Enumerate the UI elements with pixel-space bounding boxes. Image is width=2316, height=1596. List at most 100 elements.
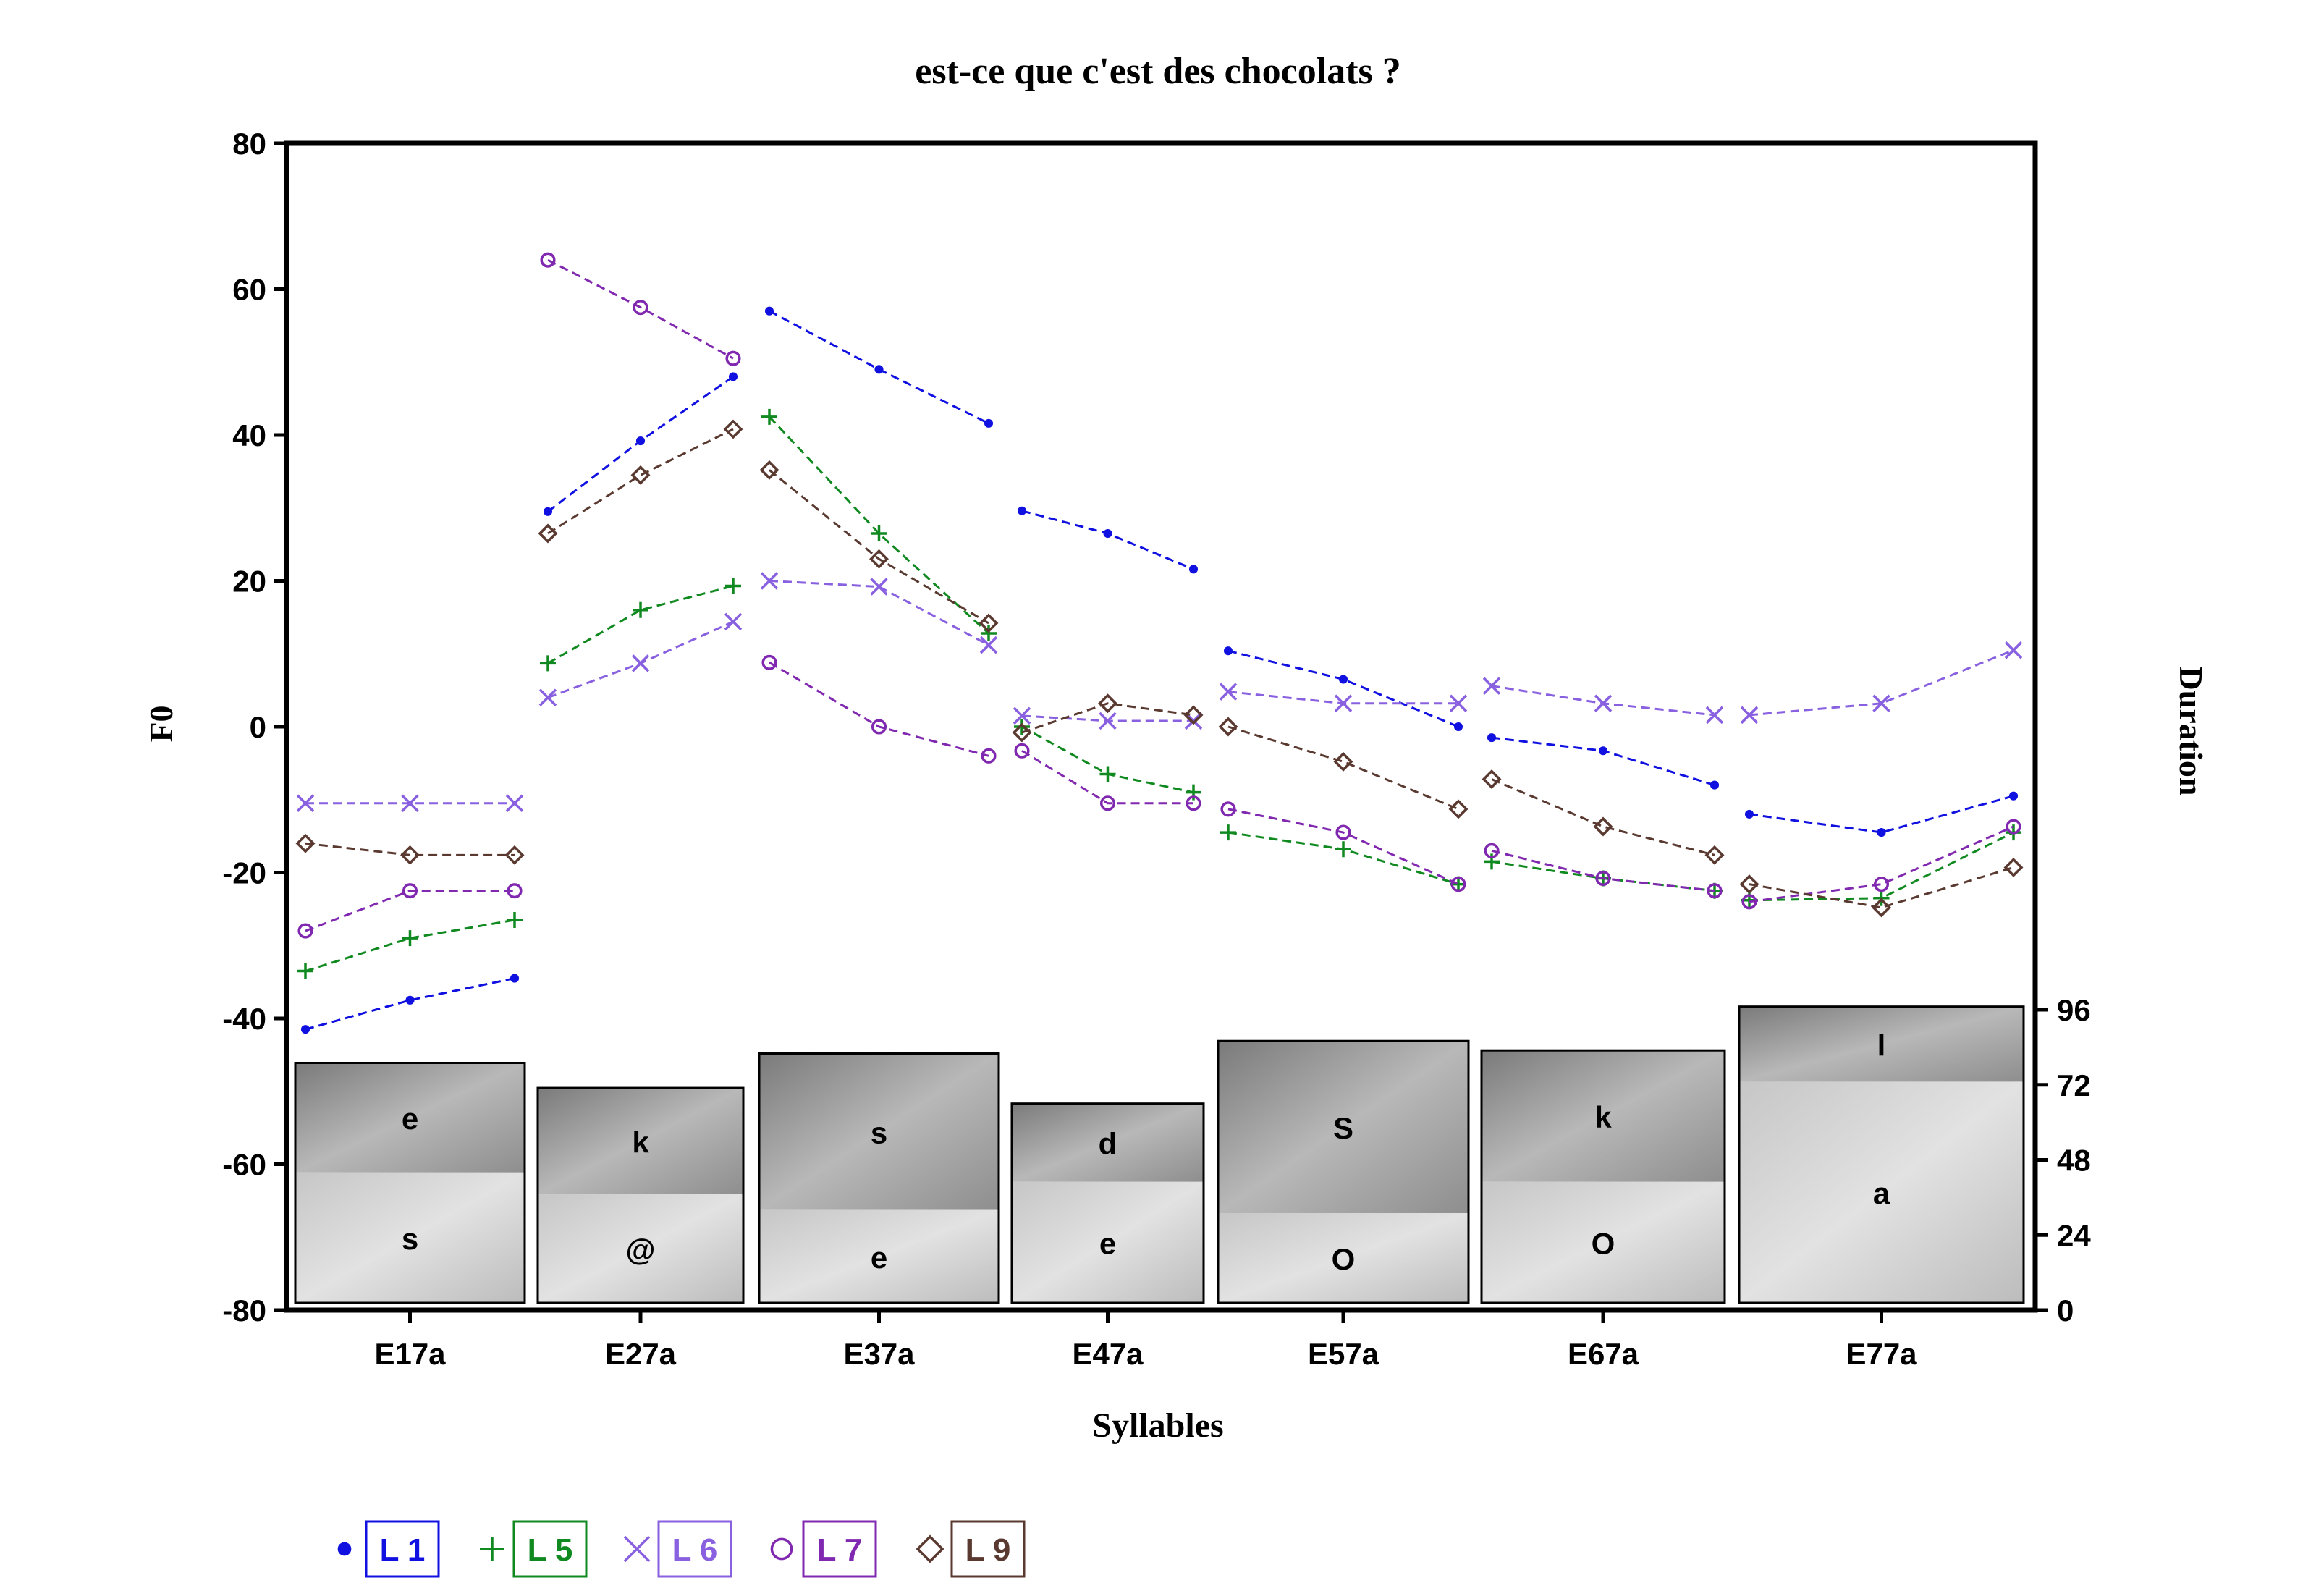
- legend-box: [512, 1520, 588, 1578]
- data-point: [538, 523, 558, 544]
- phone-label: @: [626, 1233, 656, 1267]
- data-point: [1741, 894, 1757, 910]
- data-point: [1098, 693, 1117, 714]
- data-point: [633, 601, 648, 618]
- y2-axis-label: Duration: [2173, 667, 2210, 796]
- bar-segment-bottom: [1218, 1212, 1468, 1303]
- data-point: [1877, 828, 1886, 837]
- series-line: [1491, 778, 1715, 856]
- series-line: [305, 890, 515, 932]
- data-point: [764, 306, 774, 316]
- series-line: [1021, 725, 1194, 794]
- data-point: [297, 923, 313, 939]
- data-point: [538, 688, 557, 706]
- data-point: [1335, 824, 1351, 840]
- phone-label: O: [1332, 1242, 1356, 1276]
- bar-outline: [1217, 1039, 1470, 1304]
- series-line: [305, 919, 515, 972]
- data-point: [1598, 746, 1608, 756]
- y-tick-label: -20: [222, 856, 266, 890]
- x-tick-label: E27a: [605, 1337, 677, 1371]
- data-point: [1705, 706, 1724, 725]
- series-line: [1021, 749, 1193, 805]
- series-line: [769, 662, 989, 757]
- legend-entry: L 9: [916, 1520, 1026, 1578]
- syllable-bar: SO: [1217, 1039, 1470, 1304]
- bar-segment-top: [538, 1088, 743, 1195]
- data-point: [540, 252, 556, 268]
- data-point: [1220, 824, 1236, 841]
- data-point: [480, 1537, 504, 1561]
- legend-box: [950, 1520, 1026, 1578]
- series-line: [1227, 649, 1459, 728]
- data-point: [1744, 809, 1754, 819]
- series-line: [769, 580, 989, 646]
- legend-label: L 1: [380, 1532, 426, 1568]
- data-point: [504, 845, 525, 865]
- syllable-bar: la: [1738, 1005, 2025, 1304]
- bar-segment-bottom: [1012, 1181, 1204, 1303]
- legend: L 1 L 5 L 6 L 7 L 9: [337, 1520, 1026, 1578]
- series-line: [1749, 866, 2014, 909]
- data-point: [979, 613, 999, 633]
- f0-series: [295, 252, 2024, 1034]
- phone-label: O: [1592, 1226, 1615, 1260]
- data-point: [507, 911, 523, 928]
- legend-box: [657, 1520, 732, 1578]
- data-point: [1740, 706, 1759, 725]
- data-point: [631, 654, 650, 672]
- bar-segment-top: [759, 1053, 999, 1210]
- data-point: [1219, 683, 1238, 701]
- data-point: [2006, 819, 2021, 835]
- data-point: [505, 794, 524, 813]
- data-point: [981, 625, 997, 642]
- legend-label: L 9: [965, 1532, 1011, 1568]
- data-point: [723, 419, 743, 439]
- series-line: [547, 258, 734, 360]
- data-point: [761, 654, 777, 670]
- data-point: [1012, 722, 1032, 743]
- data-point: [1099, 766, 1116, 782]
- x-tick-label: E77a: [1846, 1337, 1917, 1371]
- data-point: [295, 833, 316, 853]
- y-tick-label: 40: [232, 418, 266, 452]
- data-point: [1739, 874, 1759, 895]
- series-l9: [295, 419, 2024, 918]
- data-point: [1449, 694, 1468, 712]
- data-point: [1013, 706, 1031, 725]
- data-point: [728, 372, 738, 381]
- data-point: [635, 436, 646, 446]
- data-point: [761, 408, 777, 425]
- x-tick-label: E57a: [1308, 1337, 1379, 1371]
- x-tick-label: E17a: [374, 1337, 446, 1371]
- data-point: [869, 549, 889, 569]
- phone-label: l: [1877, 1029, 1886, 1063]
- data-point: [871, 525, 887, 542]
- bar-segment-bottom: [1739, 1081, 2024, 1303]
- phone-label: s: [402, 1222, 418, 1256]
- data-point: [1487, 733, 1497, 743]
- data-point: [1220, 801, 1236, 817]
- bar-outline: [294, 1061, 526, 1304]
- series-l1: [300, 306, 2019, 1034]
- series-line: [547, 620, 734, 699]
- series-line: [1227, 808, 1459, 885]
- data-point: [1017, 506, 1027, 515]
- data-point: [633, 300, 648, 316]
- phone-label: e: [871, 1241, 887, 1275]
- data-point: [1338, 675, 1348, 684]
- bar-outline: [1010, 1102, 1205, 1304]
- bar-outline: [758, 1052, 1000, 1304]
- x-tick-label: E67a: [1568, 1337, 1639, 1371]
- series-line: [1021, 702, 1194, 734]
- data-point: [1704, 845, 1725, 865]
- data-point: [760, 572, 779, 590]
- phone-label: e: [1099, 1226, 1116, 1260]
- data-point: [1873, 877, 1890, 892]
- data-point: [1709, 780, 1720, 790]
- legend-label: L 5: [528, 1532, 573, 1568]
- series-line: [768, 415, 990, 635]
- data-point: [300, 1025, 310, 1034]
